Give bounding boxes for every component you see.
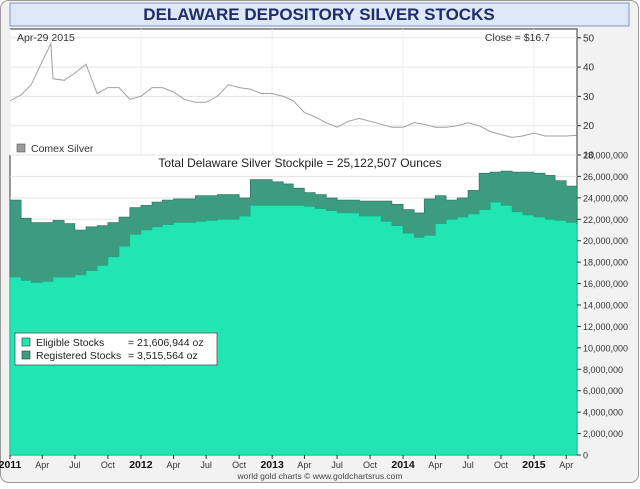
stockpile-y-tick-label: 24,000,000 (583, 193, 628, 203)
date-label: Apr-29 2015 (17, 32, 75, 44)
silver-price-y-tick-label: 50 (583, 33, 595, 44)
time-axis-tick-label: Apr (559, 460, 573, 470)
stocks-legend: Eligible Stocks = 21,606,944 oz Register… (14, 332, 218, 366)
chart-title: DELAWARE DEPOSITORY SILVER STOCKS (143, 5, 494, 24)
time-axis-tick-label: Oct (363, 460, 378, 470)
silver-price-gridlines (9, 29, 577, 156)
stockpile-y-tick-label: 22,000,000 (583, 215, 628, 225)
stockpile-y-tick-label: 8,000,000 (583, 365, 623, 375)
silver-price-panel (9, 28, 578, 156)
time-axis-tick-label: Apr (167, 460, 181, 470)
title-bar (9, 2, 630, 27)
eligible-stocks-area (9, 201, 578, 456)
time-axis-tick-label: Apr (297, 460, 311, 470)
eligible-legend-label: Eligible Stocks (36, 337, 104, 349)
time-axis-tick-label: 2015 (522, 459, 546, 471)
stockpile-y-tick-label: 0 (583, 451, 588, 461)
registered-legend-label: Registered Stocks (36, 350, 121, 362)
silver-price-y-tick-label: 40 (583, 63, 595, 74)
stockpile-y-tick-label: 12,000,000 (583, 322, 628, 332)
time-axis-tick-label: Oct (494, 460, 509, 470)
time-axis: 2011 Apr Jul Oct 2012 Apr Jul Oct 2013 Apr Jul Oct 2… (0, 455, 573, 471)
eligible-legend-swatch (21, 337, 31, 347)
stockpile-y-tick-label: 2,000,000 (583, 429, 623, 439)
time-axis-tick-label: 2014 (391, 459, 415, 471)
close-price-label: Close = $16.7 (485, 32, 550, 44)
silver-price-y-tick-label: 20 (583, 121, 595, 132)
eligible-legend-value: = 21,606,944 oz (128, 337, 204, 349)
time-axis-tick-label: Jul (69, 460, 81, 470)
comex-silver-line (9, 41, 577, 138)
stockpile-y-tick-label: 4,000,000 (583, 408, 623, 418)
time-axis-tick-label: Apr (35, 460, 49, 470)
time-axis-tick-label: Jul (200, 460, 212, 470)
stockpile-y-tick-label: 18,000,000 (583, 258, 628, 268)
registered-legend-value: = 3,515,564 oz (128, 350, 198, 362)
stockpile-y-tick-label: 10,000,000 (583, 343, 628, 353)
silver-price-y-tick-label: 10 (583, 151, 595, 162)
watermark-text: world gold charts © www.goldchartsrus.co… (237, 471, 403, 481)
comex-silver-legend-label: Comex Silver (31, 143, 94, 155)
stocks-legend-box (14, 332, 218, 366)
time-axis-tick-label: Oct (232, 460, 247, 470)
stockpile-y-axis: 0 2,000,000 4,000,000 6,000,000 8,000,000 10,… (577, 151, 628, 461)
stockpile-y-tick-label: 16,000,000 (583, 279, 628, 289)
stockpile-y-tick-label: 26,000,000 (583, 172, 628, 182)
time-axis-tick-label: Oct (101, 460, 116, 470)
stockpile-y-tick-label: 6,000,000 (583, 386, 623, 396)
stockpile-y-tick-label: 28,000,000 (583, 151, 628, 161)
time-axis-tick-label: 2013 (260, 459, 284, 471)
silver-price-y-tick-label: 30 (583, 92, 595, 103)
time-axis-tick-label: Jul (462, 460, 474, 470)
time-axis-tick-label: Jul (331, 460, 343, 470)
stockpile-y-tick-label: 20,000,000 (583, 236, 628, 246)
stockpile-title: Total Delaware Silver Stockpile = 25,122… (158, 156, 441, 170)
stockpile-y-tick-label: 14,000,000 (583, 301, 628, 311)
comex-silver-legend-swatch (16, 143, 26, 153)
time-axis-tick-label: 2011 (0, 459, 22, 471)
time-axis-tick-label: Apr (428, 460, 442, 470)
time-axis-tick-label: 2012 (129, 459, 153, 471)
registered-legend-swatch (21, 350, 31, 360)
